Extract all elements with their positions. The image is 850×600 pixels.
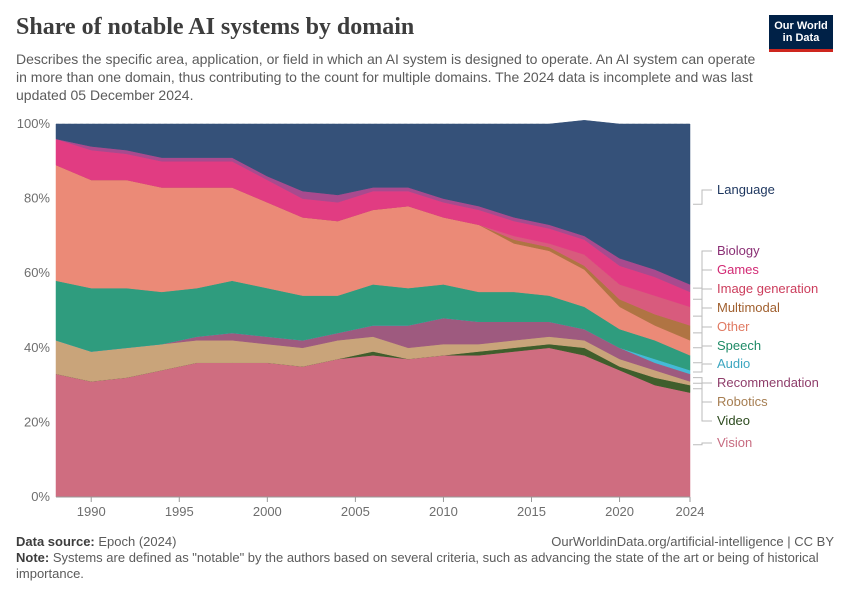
label-connector	[693, 363, 712, 373]
area-series	[55, 120, 691, 498]
x-tick-label: 1995	[165, 504, 194, 519]
note-label: Note:	[16, 550, 50, 565]
chart-subtitle: Describes the specific area, application…	[16, 51, 756, 103]
series-label-other: Other	[717, 319, 750, 334]
logo-line-2: in Data	[782, 32, 820, 44]
footnote: Note: Systems are defined as "notable" b…	[16, 550, 834, 582]
x-tick-label: 1990	[77, 504, 106, 519]
x-tick-label: 2005	[341, 504, 370, 519]
label-connector	[693, 442, 712, 446]
series-label-biology: Biology	[717, 243, 760, 258]
series-label-robotics: Robotics	[717, 394, 768, 409]
label-connector	[693, 307, 712, 334]
y-tick-label: 0%	[31, 489, 50, 504]
series-label-audio: Audio	[717, 356, 750, 371]
x-tick-label: 2020	[605, 504, 634, 519]
data-source-value: Epoch (2024)	[98, 534, 177, 549]
logo-line-1: Our World	[774, 20, 828, 32]
label-connector	[693, 288, 712, 317]
data-source: Data source: Epoch (2024)	[16, 534, 176, 550]
axes: 0% 20% 40% 60% 80% 100% 1990 1995 2000 2005 2010 20…	[17, 116, 705, 519]
note-text: Systems are defined as "notable" by the …	[16, 550, 819, 581]
x-tick-label: 2015	[517, 504, 546, 519]
x-tick-label: 2024	[676, 504, 705, 519]
legend-labels: Language Biology Games Image generation Mult…	[693, 182, 819, 450]
y-tick-label: 80%	[24, 191, 50, 206]
y-tick-label: 20%	[24, 414, 50, 429]
stacked-area-chart: 0% 20% 40% 60% 80% 100% 1990 1995 2000 2005 2010 20…	[17, 116, 819, 519]
label-connector	[693, 189, 712, 205]
series-label-multimodal: Multimodal	[717, 300, 780, 315]
series-label-speech: Speech	[717, 338, 761, 353]
series-label-language: Language	[717, 182, 775, 197]
label-connector	[693, 326, 712, 349]
y-tick-label: 60%	[24, 265, 50, 280]
label-connector	[693, 377, 712, 384]
series-label-video: Video	[717, 413, 750, 428]
chart-title: Share of notable AI systems by domain	[16, 14, 415, 40]
footer: Data source: Epoch (2024) OurWorldinData…	[16, 534, 834, 582]
area-language	[55, 120, 691, 285]
label-connector	[693, 269, 712, 300]
series-label-vision: Vision	[717, 435, 752, 450]
y-tick-label: 100%	[17, 116, 51, 131]
series-label-image-generation: Image generation	[717, 281, 818, 296]
series-label-games: Games	[717, 262, 759, 277]
data-source-label: Data source:	[16, 534, 95, 549]
x-tick-label: 2000	[253, 504, 282, 519]
label-connector	[693, 388, 712, 422]
source-url[interactable]: OurWorldinData.org/artificial-intelligen…	[551, 534, 834, 549]
x-tick-label: 2010	[429, 504, 458, 519]
y-tick-label: 40%	[24, 340, 50, 355]
series-label-recommendation: Recommendation	[717, 375, 819, 390]
owid-logo[interactable]: Our World in Data	[769, 15, 833, 52]
label-connector	[693, 345, 712, 364]
